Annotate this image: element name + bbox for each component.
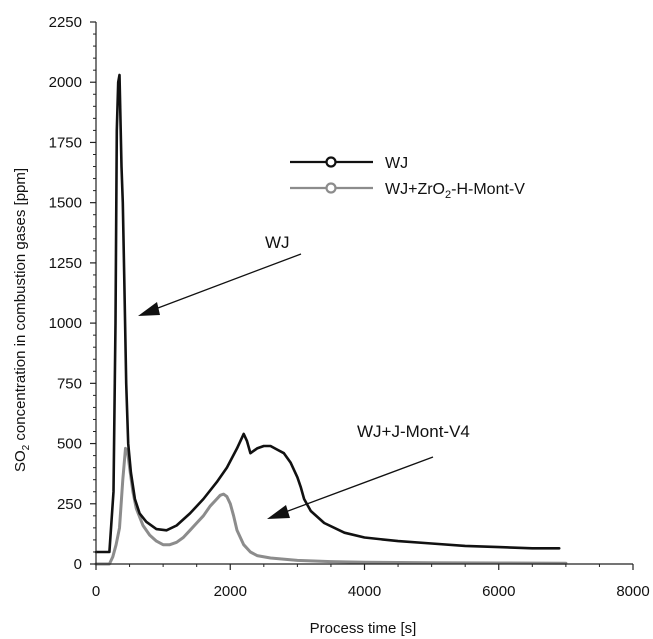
legend-label-wj-part: WJ <box>385 155 408 172</box>
y-tick-label: 1500 <box>49 195 82 212</box>
annotation-wj-j-mont-v4-arrow <box>279 456 434 515</box>
legend-label-zr: WJ+ZrO2-H-Mont-V <box>385 181 525 201</box>
legend-label-zr-part: -H-Mont-V <box>451 181 525 198</box>
y-tick-label: 1750 <box>49 134 82 151</box>
legend-label-zr-subscript: 2 <box>445 189 451 201</box>
legend-marker-zr <box>325 182 337 194</box>
x-tick-label: 6000 <box>482 583 515 600</box>
series-wj-line <box>94 73 561 554</box>
y-axis-title-part: concentration in combustion gases [ppm] <box>12 168 29 445</box>
annotation-wj-j-mont-v4-arrowhead <box>267 505 290 519</box>
x-tick-label: 4000 <box>348 583 381 600</box>
series-wj-zro2-h-mont-v-line <box>94 446 568 566</box>
y-axis-title-part: SO <box>12 450 29 472</box>
legend-marker-wj <box>325 156 337 168</box>
x-tick-label: 0 <box>92 583 100 600</box>
annotation-wj-arrowhead <box>138 302 160 316</box>
annotations: WJ WJ+J-Mont-V4 <box>138 233 470 519</box>
y-tick-label: 500 <box>57 436 82 453</box>
legend: WJ WJ+ZrO2-H-Mont-V <box>290 155 525 201</box>
y-tick-label: 2250 <box>49 14 82 31</box>
series-layer <box>94 73 568 566</box>
annotation-wj-j-mont-v4-label: WJ+J-Mont-V4 <box>357 422 470 441</box>
legend-label-wj: WJ <box>385 155 408 172</box>
y-axis-title: SO2 concentration in combustion gases [p… <box>12 168 32 472</box>
y-tick-label: 250 <box>57 496 82 513</box>
y-tick-label: 0 <box>74 556 82 573</box>
ticks-layer: 0 250 500 750 1000 1250 1500 1750 2000 2250 0 2000 4… <box>49 14 650 600</box>
y-tick-label: 750 <box>57 375 82 392</box>
x-axis-title: Process time [s] <box>310 620 417 637</box>
annotation-wj-arrow <box>149 253 302 312</box>
legend-label-zr-part: WJ+ZrO <box>385 181 445 198</box>
x-tick-label: 8000 <box>616 583 649 600</box>
y-axis-title-subscript: 2 <box>21 444 32 450</box>
y-tick-label: 1000 <box>49 315 82 332</box>
y-tick-label: 1250 <box>49 255 82 272</box>
plot-area: 0 250 500 750 1000 1250 1500 1750 2000 2250 0 2000 4… <box>49 14 650 600</box>
x-tick-label: 2000 <box>214 583 247 600</box>
y-tick-label: 2000 <box>49 74 82 91</box>
annotation-wj-label: WJ <box>265 233 290 252</box>
